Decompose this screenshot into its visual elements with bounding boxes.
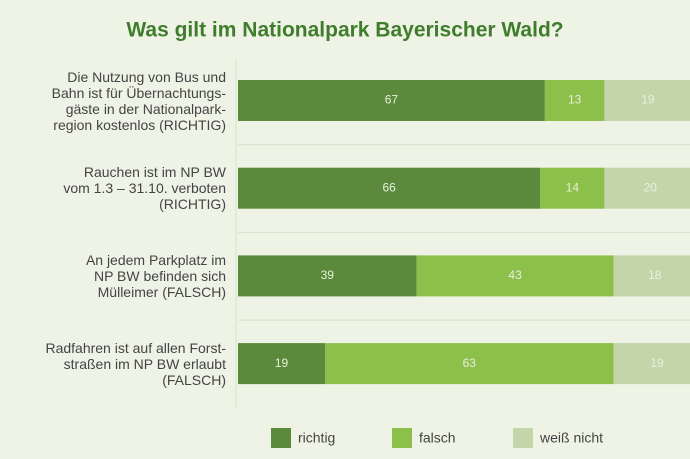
bar-segment bbox=[238, 80, 545, 121]
data-label: 13 bbox=[568, 93, 582, 107]
chart-title: Was gilt im Nationalpark Bayerischer Wal… bbox=[126, 19, 563, 42]
legend-label: falsch bbox=[419, 430, 456, 446]
data-label: 19 bbox=[650, 356, 664, 370]
bar-segment bbox=[325, 343, 614, 385]
category-label: Rauchen ist im NP BW vom 1.3 – 31.10. ve… bbox=[63, 164, 226, 213]
legend-label: richtig bbox=[298, 430, 335, 446]
category-label: An jedem Parkplatz im NP BW befinden sic… bbox=[85, 251, 226, 300]
bar-segment bbox=[544, 80, 605, 121]
category-label: Die Nutzung von Bus und Bahn ist für Übe… bbox=[51, 68, 226, 133]
data-label: 20 bbox=[644, 180, 658, 194]
data-label: 39 bbox=[321, 268, 335, 282]
bar-segment bbox=[416, 255, 614, 297]
data-label: 18 bbox=[648, 268, 662, 282]
legend-swatch bbox=[271, 428, 291, 448]
data-label: 19 bbox=[275, 356, 289, 370]
data-label: 63 bbox=[463, 356, 477, 370]
data-label: 67 bbox=[385, 93, 399, 107]
legend-swatch bbox=[392, 428, 412, 448]
bar-segment bbox=[613, 343, 690, 385]
bar-segment bbox=[238, 343, 326, 385]
bar-segment bbox=[604, 167, 690, 209]
legend-label: weiß nicht bbox=[539, 430, 603, 446]
legend-swatch bbox=[513, 428, 533, 448]
bar-segment bbox=[238, 167, 541, 209]
data-label: 14 bbox=[566, 180, 580, 194]
bar-segment bbox=[238, 255, 417, 297]
bar-segment bbox=[613, 255, 690, 297]
bar-segment bbox=[540, 167, 605, 209]
bar-segment bbox=[604, 80, 690, 121]
data-label: 66 bbox=[382, 180, 396, 194]
data-label: 43 bbox=[508, 268, 522, 282]
category-label: Radfahren ist auf allen Forst- straßen i… bbox=[45, 339, 226, 388]
data-label: 19 bbox=[641, 93, 655, 107]
